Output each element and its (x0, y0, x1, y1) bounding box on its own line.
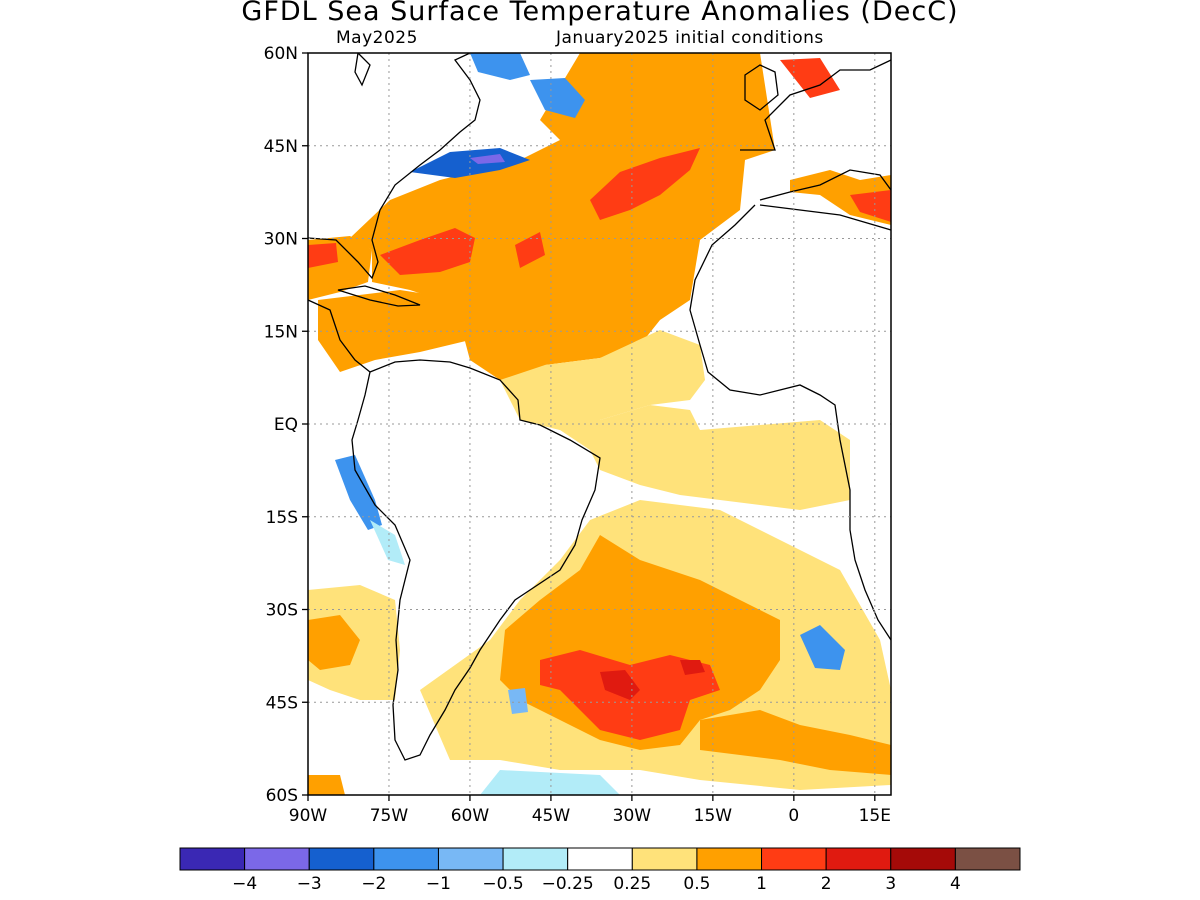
central-america-coast (308, 299, 371, 373)
anomaly-pacific-far-south (308, 775, 345, 795)
lon-tick-label: 60W (451, 806, 490, 826)
africa-coast (689, 204, 891, 641)
cuba-coast (337, 285, 421, 307)
anomaly-sa-cool-3 (480, 770, 620, 795)
anomaly-sa-cool (800, 625, 845, 670)
lat-tick-label: 60N (264, 44, 298, 64)
north-america-coast (308, 53, 481, 280)
anomaly-pacific-cool (335, 455, 382, 530)
lat-tick-label: EQ (274, 415, 298, 435)
lon-tick-label: 45W (532, 806, 571, 826)
anomaly-gulf-strong (308, 243, 338, 268)
anomaly-south-atlantic-very-2 (680, 660, 705, 675)
greenland-coast (354, 53, 371, 87)
colorbar-swatch (761, 847, 827, 871)
anomaly-pacific-light (370, 520, 405, 565)
coastlines (308, 53, 891, 761)
colorbar-label: 4 (950, 874, 961, 894)
anomaly-south-atlantic-very (600, 670, 640, 700)
initial-conditions: January2025 initial conditions (556, 28, 824, 48)
anomaly-field (308, 53, 891, 795)
colorbar-label: −1 (426, 874, 451, 894)
colorbar-swatch (631, 847, 698, 871)
colorbar-swatch (308, 847, 375, 871)
colorbar-label: −0.25 (542, 874, 594, 894)
colorbar-swatch (890, 847, 956, 871)
colorbar-swatch (567, 847, 633, 871)
colorbar-swatch (696, 847, 763, 871)
colorbar-swatch (502, 847, 569, 871)
anomaly-sa-cool-2 (508, 688, 528, 714)
anomaly-na-strong-3 (515, 232, 545, 268)
anomaly-north-atlantic-light (500, 330, 705, 430)
lon-tick-label: 15W (694, 806, 733, 826)
lat-tick-label: 30S (266, 601, 298, 621)
lat-tick-label: 30N (264, 230, 298, 250)
anomaly-med-strong (850, 190, 891, 222)
colorbar-label: −3 (297, 874, 322, 894)
lat-tick-label: 15N (264, 322, 298, 342)
lon-tick-label: 15E (859, 806, 891, 826)
colorbar-swatch (179, 847, 246, 871)
colorbar-swatch (373, 847, 439, 871)
british-isles-coast (744, 64, 779, 111)
lat-tick-label: 60S (266, 786, 298, 806)
anomaly-na-strong-1 (380, 228, 475, 275)
lon-tick-label: 90W (289, 806, 328, 826)
anomaly-equatorial-light (520, 405, 850, 510)
anomaly-north-atlantic-warm (350, 53, 775, 400)
colorbar-swatch (954, 847, 1021, 871)
anomaly-labrador-cool-2 (530, 78, 585, 118)
lat-tick-label: 45S (266, 693, 298, 713)
colorbar-label: −2 (361, 874, 386, 894)
anomaly-north-sea-strong (780, 58, 840, 98)
colorbar-swatch (244, 847, 310, 871)
south-america-coast (351, 359, 601, 761)
anomaly-sa-southern-band (700, 710, 891, 775)
colorbar-label: 1 (756, 874, 767, 894)
lat-tick-label: 45N (264, 137, 298, 157)
europe-coast (740, 59, 891, 151)
mediterranean-coast (759, 169, 891, 231)
colorbar: −4 −3 −2 −1 −0.5 −0.25 0.25 0.5 1 2 3 4 (179, 847, 1021, 894)
colorbar-label: −4 (232, 874, 257, 894)
colorbar-swatch (437, 847, 504, 871)
colorbar-label: −0.5 (482, 874, 523, 894)
lon-tick-label: 30W (613, 806, 652, 826)
map-title: GFDL Sea Surface Temperature Anomalies (… (241, 0, 959, 27)
colorbar-label: 0.5 (683, 874, 710, 894)
lat-tick-label: 15S (266, 508, 298, 528)
anomaly-labrador-cool (470, 53, 530, 80)
colorbar-label: 3 (885, 874, 896, 894)
forecast-month: May2025 (336, 28, 418, 48)
lon-tick-label: 75W (370, 806, 409, 826)
anomaly-gulfstream-deep (470, 154, 505, 164)
graticule (308, 53, 891, 795)
anomaly-na-strong-2 (590, 148, 700, 220)
colorbar-label: 2 (821, 874, 832, 894)
colorbar-swatch (825, 847, 892, 871)
lon-tick-label: 0 (788, 806, 799, 826)
colorbar-label: 0.25 (613, 874, 651, 894)
anomaly-pacific-warm-south-2 (308, 615, 360, 670)
